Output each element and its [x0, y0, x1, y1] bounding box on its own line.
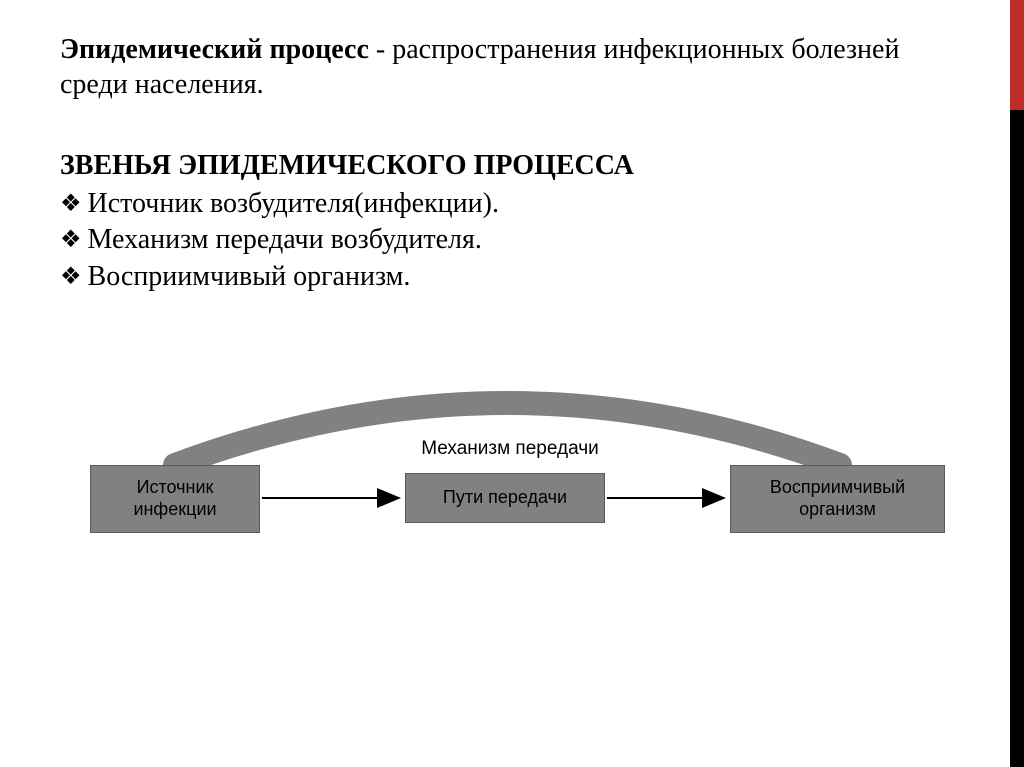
- node-source: Источникинфекции: [90, 465, 260, 533]
- node-label: Восприимчивыйорганизм: [770, 477, 905, 520]
- bullet-text: Источник возбудителя(инфекции).: [88, 186, 499, 222]
- arc-label: Механизм передачи: [60, 438, 960, 460]
- side-bar-dark: [1010, 0, 1024, 767]
- bullet-list: ❖ Источник возбудителя(инфекции). ❖ Меха…: [60, 186, 940, 295]
- bullet-text: Механизм передачи возбудителя.: [88, 222, 482, 258]
- node-label: Источникинфекции: [133, 477, 216, 520]
- slide-content: Эпидемический процесс - распространения …: [60, 32, 940, 295]
- section-title: ЗВЕНЬЯ ЭПИДЕМИЧЕСКОГО ПРОЦЕССА: [60, 150, 940, 182]
- bullet-text: Восприимчивый организм.: [88, 259, 411, 295]
- bullet-item: ❖ Восприимчивый организм.: [60, 259, 940, 295]
- side-bar-accent: [1010, 0, 1024, 110]
- bullet-marker-icon: ❖: [60, 222, 82, 258]
- bullet-item: ❖ Источник возбудителя(инфекции).: [60, 186, 940, 222]
- definition-term: Эпидемический процесс: [60, 34, 369, 65]
- node-susceptible: Восприимчивыйорганизм: [730, 465, 945, 533]
- node-paths: Пути передачи: [405, 473, 605, 523]
- bullet-marker-icon: ❖: [60, 186, 82, 222]
- bullet-item: ❖ Механизм передачи возбудителя.: [60, 222, 940, 258]
- bullet-marker-icon: ❖: [60, 259, 82, 295]
- node-label: Пути передачи: [443, 487, 567, 509]
- definition-paragraph: Эпидемический процесс - распространения …: [60, 32, 940, 102]
- flow-diagram: Механизм передачи Источникинфекции Пути …: [60, 385, 960, 585]
